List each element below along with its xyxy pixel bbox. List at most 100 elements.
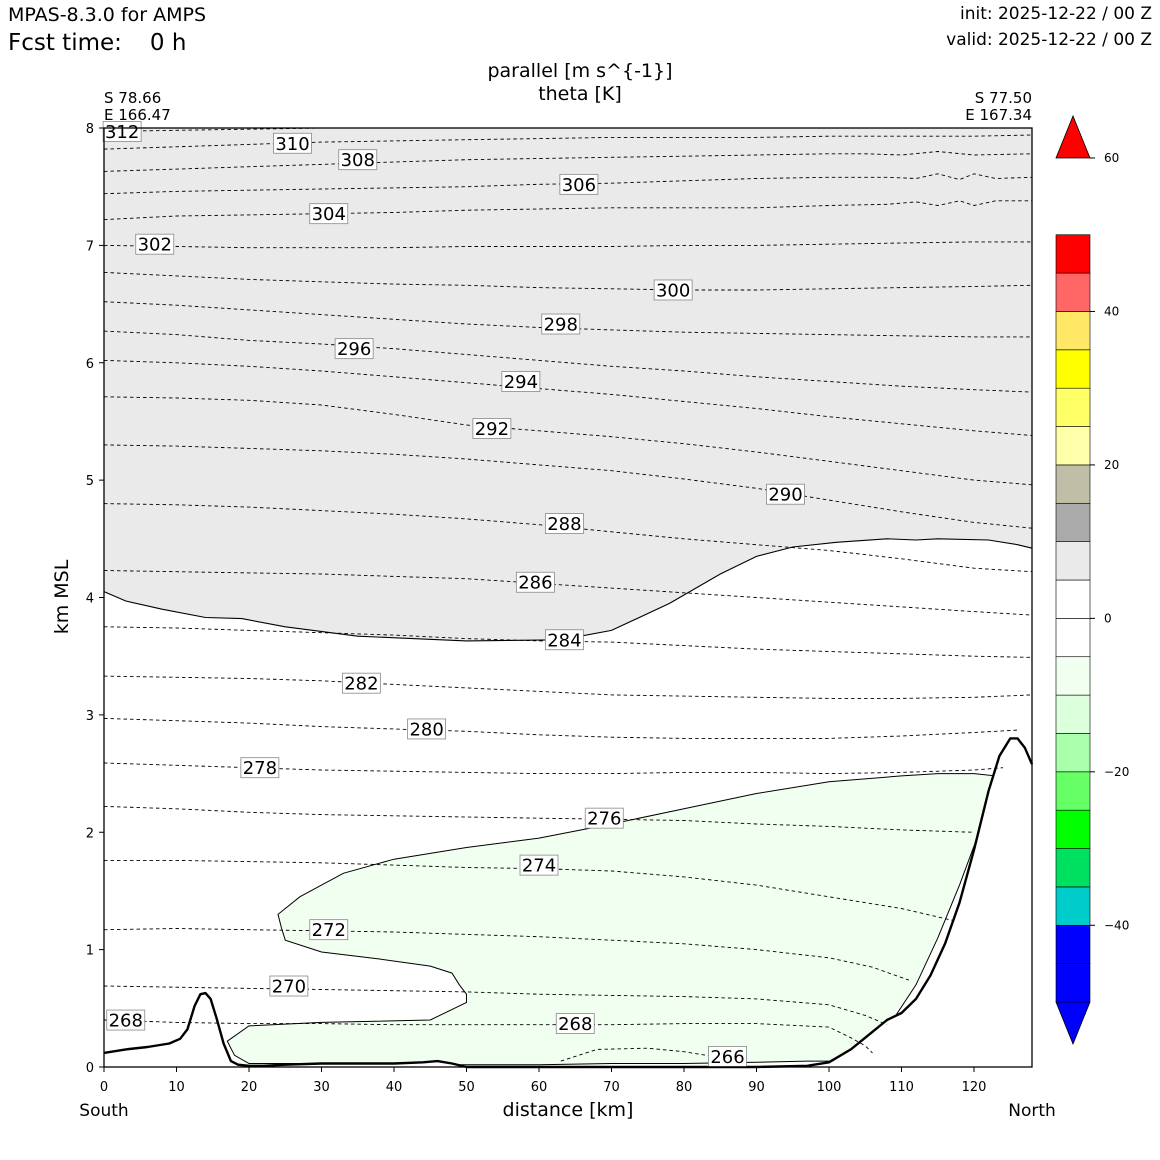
theta-label-286: 286	[518, 573, 552, 594]
theta-contour-286	[103, 570, 1033, 616]
terrain-line	[103, 737, 1034, 1069]
colorbar-tick-label-2: 0	[1104, 611, 1112, 625]
wind-fill-layer	[103, 128, 1033, 1066]
theta-label-box-276	[584, 807, 624, 829]
y-tick-label-2: 2	[86, 826, 94, 841]
theta-label-310: 310	[275, 134, 309, 155]
theta-contour-276	[103, 805, 975, 833]
terrain-layer	[103, 737, 1034, 1069]
theta-label-276: 276	[587, 809, 621, 830]
theta-label-268: 268	[109, 1011, 143, 1032]
theta-contour-310	[103, 134, 1033, 150]
theta-label-304: 304	[312, 204, 346, 225]
wind-fill-aloft-boundary	[103, 538, 1033, 642]
colorbar-bin-3	[1055, 848, 1091, 888]
theta-contour-278	[103, 762, 1004, 775]
theta-label-284: 284	[547, 630, 581, 651]
y-tick-label-5: 5	[86, 474, 94, 489]
theta-label-268: 268	[558, 1014, 592, 1035]
wind-fill-aloft	[104, 128, 1032, 641]
x-tick-label-90: 90	[748, 1080, 765, 1095]
theta-label-box-290	[766, 483, 805, 505]
y-tick-label-6: 6	[86, 357, 94, 372]
theta-label-282: 282	[344, 674, 378, 695]
colorbar-bin-1	[1055, 924, 1091, 964]
y-axis-label: km MSL	[51, 559, 73, 635]
chart-subtitle: theta [K]	[538, 83, 622, 105]
x-tick-label-80: 80	[676, 1080, 693, 1095]
theta-label-box-286	[515, 571, 555, 593]
x-tick-label-110: 110	[889, 1080, 914, 1095]
theta-label-box-292	[472, 418, 512, 439]
theta-contour-302	[103, 241, 1032, 249]
theta-contour-292	[103, 396, 1033, 486]
theta-label-layer: 266 268 268 270 272 274 276 278 280 282 284 286 288 2…	[102, 121, 805, 1068]
y-tick-label-0: 0	[86, 1061, 94, 1076]
theta-label-306: 306	[562, 175, 596, 196]
x-tick-label-70: 70	[603, 1080, 620, 1095]
theta-label-box-296	[334, 338, 374, 360]
colorbar-bin-13	[1055, 464, 1091, 504]
theta-label-box-302	[135, 233, 175, 255]
theta-label-308: 308	[341, 150, 375, 171]
theta-contour-284	[103, 626, 1033, 658]
theta-contour-304	[103, 200, 1032, 221]
terrain-fill	[104, 738, 1032, 1067]
axes-layer: 0 10 20 30 40 50 60 70 80 90 100 110 120 0 1 2 3 4 5 6 7 8	[86, 122, 987, 1095]
theta-label-298: 298	[544, 315, 578, 336]
theta-label-box-300	[653, 279, 693, 301]
y-tick-label-4: 4	[86, 592, 94, 607]
forecast-time: Fcst time: 0 h	[8, 30, 186, 56]
colorbar-bin-14	[1055, 426, 1091, 466]
theta-label-280: 280	[409, 719, 443, 740]
colorbar-bin-19	[1055, 234, 1091, 274]
colorbar-bin-2	[1055, 886, 1091, 926]
theta-contour-290	[103, 444, 1033, 529]
theta-label-box-294	[501, 371, 541, 392]
theta-label-box-270	[269, 975, 309, 997]
theta-label-266: 266	[710, 1047, 744, 1068]
y-tick-label-7: 7	[86, 239, 94, 254]
theta-label-296: 296	[337, 339, 371, 360]
colorbar-bin-9	[1055, 618, 1091, 658]
theta-label-box-284	[544, 629, 584, 651]
colorbar-bin-18	[1055, 272, 1091, 312]
colorbar-bin-5	[1055, 771, 1091, 811]
start-longitude: E 166.47	[104, 106, 171, 124]
theta-contour-294	[103, 359, 1033, 436]
theta-label-288: 288	[547, 514, 581, 535]
theta-label-270: 270	[272, 977, 306, 998]
colorbar-bin-10	[1055, 579, 1091, 619]
x-tick-label-20: 20	[241, 1080, 258, 1095]
theta-label-312: 312	[105, 122, 139, 143]
x-axis-label: distance [km]	[502, 1099, 634, 1121]
theta-label-box-304	[309, 203, 349, 225]
init-time: init: 2025-12-22 / 00 Z	[959, 4, 1152, 24]
wind-fill-low	[226, 773, 997, 1066]
theta-contour-300	[103, 271, 1033, 291]
colorbar-over-arrow	[1055, 114, 1091, 159]
theta-contour-282	[103, 675, 1033, 699]
theta-contour-layer	[103, 127, 1033, 1062]
colorbar-tick-label-5: 60	[1104, 151, 1119, 165]
theta-label-box-310	[273, 132, 312, 154]
theta-label-box-288	[544, 513, 584, 534]
theta-label-box-274	[519, 854, 559, 876]
theta-contour-306	[103, 173, 1033, 195]
colorbar-bin-12	[1055, 502, 1091, 542]
theta-contour-288	[103, 503, 1033, 573]
north-direction-label: North	[1008, 1101, 1056, 1121]
colorbar-bin-4	[1055, 809, 1091, 849]
end-latitude: S 77.50	[974, 89, 1032, 107]
chart-title: parallel [m s^{-1}]	[487, 60, 673, 82]
x-tick-label-60: 60	[531, 1080, 548, 1095]
x-tick-label-100: 100	[817, 1080, 842, 1095]
x-tick-label-120: 120	[962, 1080, 987, 1095]
colorbar: −40 −20 0 20 40 60	[1055, 114, 1129, 1046]
theta-contour-298	[103, 301, 1032, 338]
theta-label-box-268	[555, 1013, 595, 1034]
x-tick-label-30: 30	[313, 1080, 330, 1095]
theta-contour-280	[103, 717, 1018, 739]
theta-label-box-278	[240, 757, 280, 779]
theta-contour-272	[103, 928, 909, 981]
